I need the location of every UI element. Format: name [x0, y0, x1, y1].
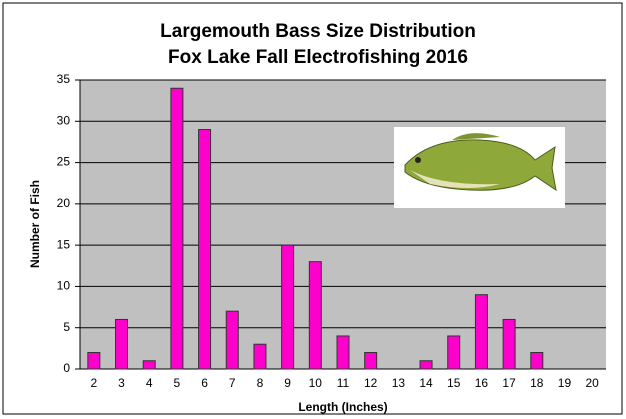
bar [474, 294, 488, 370]
y-axis-label: Number of Fish [28, 180, 42, 268]
x-tick-label: 12 [364, 376, 378, 390]
bar [115, 318, 129, 370]
x-tick-label: 11 [337, 376, 350, 390]
chart-title: Largemouth Bass Size Distribution [160, 21, 476, 42]
x-tick-label: 3 [118, 376, 125, 390]
y-tick-label: 5 [63, 320, 70, 334]
y-tick-label: 10 [57, 279, 71, 293]
bar [142, 360, 156, 370]
x-tick-label: 19 [558, 376, 572, 390]
y-tick-label: 20 [57, 196, 71, 210]
bar [447, 335, 461, 370]
x-tick-label: 16 [475, 376, 489, 390]
x-tick-label: 15 [447, 376, 461, 390]
bar [281, 244, 295, 370]
x-tick-label: 17 [502, 376, 516, 390]
x-tick-label: 13 [392, 376, 406, 390]
x-tick-label: 20 [585, 376, 599, 390]
y-tick-label: 15 [57, 237, 71, 251]
y-tick-label: 0 [63, 361, 70, 375]
x-tick-label: 14 [419, 376, 433, 390]
bar [225, 310, 239, 370]
y-tick-label: 35 [57, 72, 71, 86]
x-tick-label: 5 [174, 376, 181, 390]
x-tick-label: 10 [309, 376, 323, 390]
bar [336, 335, 350, 370]
y-tick-label: 30 [57, 113, 71, 127]
bar [419, 360, 433, 370]
x-tick-label: 6 [201, 376, 208, 390]
x-tick-label: 7 [229, 376, 236, 390]
bar [198, 129, 212, 370]
bar [364, 351, 378, 370]
bar [87, 351, 101, 370]
x-tick-label: 4 [146, 376, 153, 390]
bar [253, 343, 267, 370]
bar [308, 261, 322, 370]
x-tick-label: 18 [530, 376, 544, 390]
plot-area [80, 80, 606, 369]
chart-subtitle: Fox Lake Fall Electrofishing 2016 [168, 47, 468, 68]
fish-image [394, 127, 565, 208]
bar [170, 87, 184, 370]
bar [530, 351, 544, 370]
bar [502, 318, 516, 370]
x-tick-label: 2 [90, 376, 97, 390]
x-tick-label: 8 [257, 376, 264, 390]
y-tick-label: 25 [57, 155, 71, 169]
x-axis-label: Length (Inches) [298, 400, 387, 414]
x-tick-label: 9 [284, 376, 291, 390]
